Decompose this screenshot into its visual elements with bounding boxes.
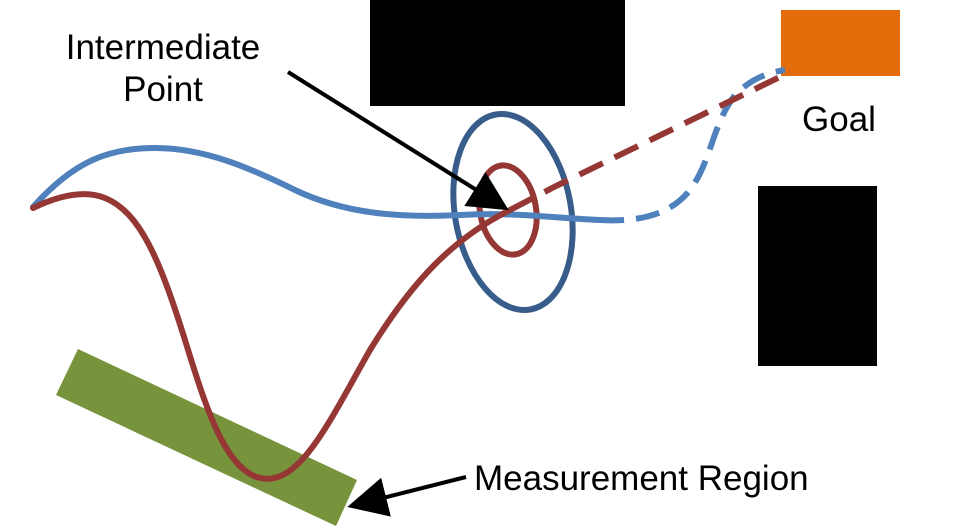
measurement-region xyxy=(56,349,357,526)
measurement-region-label: Measurement Region xyxy=(474,459,809,498)
intermediate-point-label: Intermediate Point xyxy=(30,27,296,111)
obstacle-right xyxy=(758,186,877,366)
obstacle-top xyxy=(370,0,625,106)
goal-label: Goal xyxy=(802,100,876,139)
goal-box xyxy=(781,10,900,76)
red-path-dashed xyxy=(508,69,792,213)
uncertainty-ellipse-outer xyxy=(450,110,576,314)
intermediate-point-arrow xyxy=(286,70,509,211)
blue-path-dashed xyxy=(599,67,786,224)
intermediate-point-label-line2: Point xyxy=(123,70,203,109)
red-path-solid xyxy=(30,191,513,482)
intermediate-point-label-line1: Intermediate xyxy=(65,28,261,67)
measurement-region-arrow xyxy=(347,475,467,517)
